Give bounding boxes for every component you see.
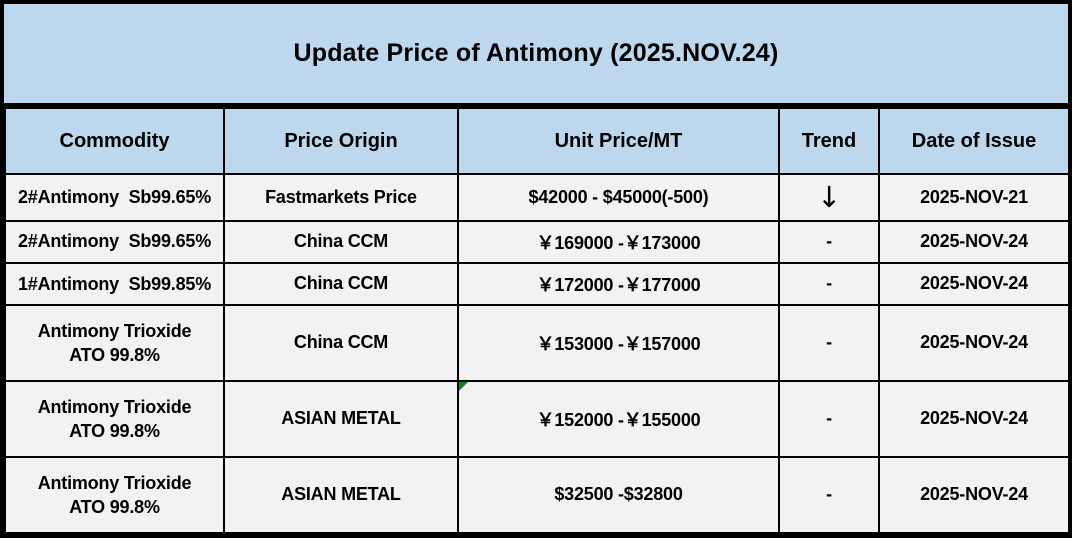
table-row: 2#Antimony Sb99.65% Fastmarkets Price $4…	[4, 173, 1070, 222]
cell-price-origin: ASIAN METAL	[223, 379, 459, 458]
cell-date-of-issue: 2025-NOV-24	[878, 455, 1070, 535]
col-header-trend: Trend	[778, 107, 880, 175]
cell-trend: -	[778, 455, 880, 535]
cell-unit-price: ￥169000 -￥173000	[457, 219, 780, 264]
cell-commodity: Antimony Trioxide ATO 99.8%	[4, 303, 225, 382]
cell-date-of-issue: 2025-NOV-24	[878, 303, 1070, 382]
cell-price-origin: China CCM	[223, 303, 459, 382]
cell-commodity: 2#Antimony Sb99.65%	[4, 219, 225, 264]
cell-trend: -	[778, 219, 880, 264]
unit-price-text: ￥152000 -￥155000	[536, 409, 701, 430]
col-header-unit-price: Unit Price/MT	[457, 107, 780, 175]
cell-price-origin: China CCM	[223, 261, 459, 306]
col-header-date-of-issue: Date of Issue	[878, 107, 1070, 175]
table-row: Antimony Trioxide ATO 99.8% ASIAN METAL …	[4, 455, 1070, 535]
cell-unit-price: ￥172000 -￥177000	[457, 261, 780, 306]
cell-commodity: 2#Antimony Sb99.65%	[4, 173, 225, 222]
cell-date-of-issue: 2025-NOV-24	[878, 379, 1070, 458]
table-row: 1#Antimony Sb99.85% China CCM ￥172000 -￥…	[4, 261, 1070, 306]
cell-trend: -	[778, 261, 880, 306]
table-row: Antimony Trioxide ATO 99.8% China CCM ￥1…	[4, 303, 1070, 382]
cell-unit-price: ￥152000 -￥155000	[457, 379, 780, 458]
cell-price-origin: Fastmarkets Price	[223, 173, 459, 222]
table-title-bar: Update Price of Antimony (2025.NOV.24)	[4, 4, 1068, 107]
cell-trend: -	[778, 379, 880, 458]
page-title: Update Price of Antimony (2025.NOV.24)	[293, 39, 779, 67]
col-header-commodity: Commodity	[4, 107, 225, 175]
header-row: Commodity Price Origin Unit Price/MT Tre…	[4, 107, 1070, 175]
cell-unit-price: $32500 -$32800	[457, 455, 780, 535]
cell-commodity: Antimony Trioxide ATO 99.8%	[4, 455, 225, 535]
cell-commodity: Antimony Trioxide ATO 99.8%	[4, 379, 225, 458]
cell-commodity: 1#Antimony Sb99.85%	[4, 261, 225, 306]
col-header-price-origin: Price Origin	[223, 107, 459, 175]
table-row: Antimony Trioxide ATO 99.8% ASIAN METAL …	[4, 379, 1070, 458]
down-arrow-icon: ↓	[778, 173, 880, 222]
cell-date-of-issue: 2025-NOV-21	[878, 173, 1070, 222]
cell-date-of-issue: 2025-NOV-24	[878, 261, 1070, 306]
cell-trend: -	[778, 303, 880, 382]
price-table: Commodity Price Origin Unit Price/MT Tre…	[4, 107, 1070, 535]
cell-date-of-issue: 2025-NOV-24	[878, 219, 1070, 264]
cell-unit-price: ￥153000 -￥157000	[457, 303, 780, 382]
cell-price-origin: ASIAN METAL	[223, 455, 459, 535]
cell-price-origin: China CCM	[223, 219, 459, 264]
cell-unit-price: $42000 - $45000(-500)	[457, 173, 780, 222]
table-row: 2#Antimony Sb99.65% China CCM ￥169000 -￥…	[4, 219, 1070, 264]
excel-error-indicator-icon	[460, 382, 468, 391]
